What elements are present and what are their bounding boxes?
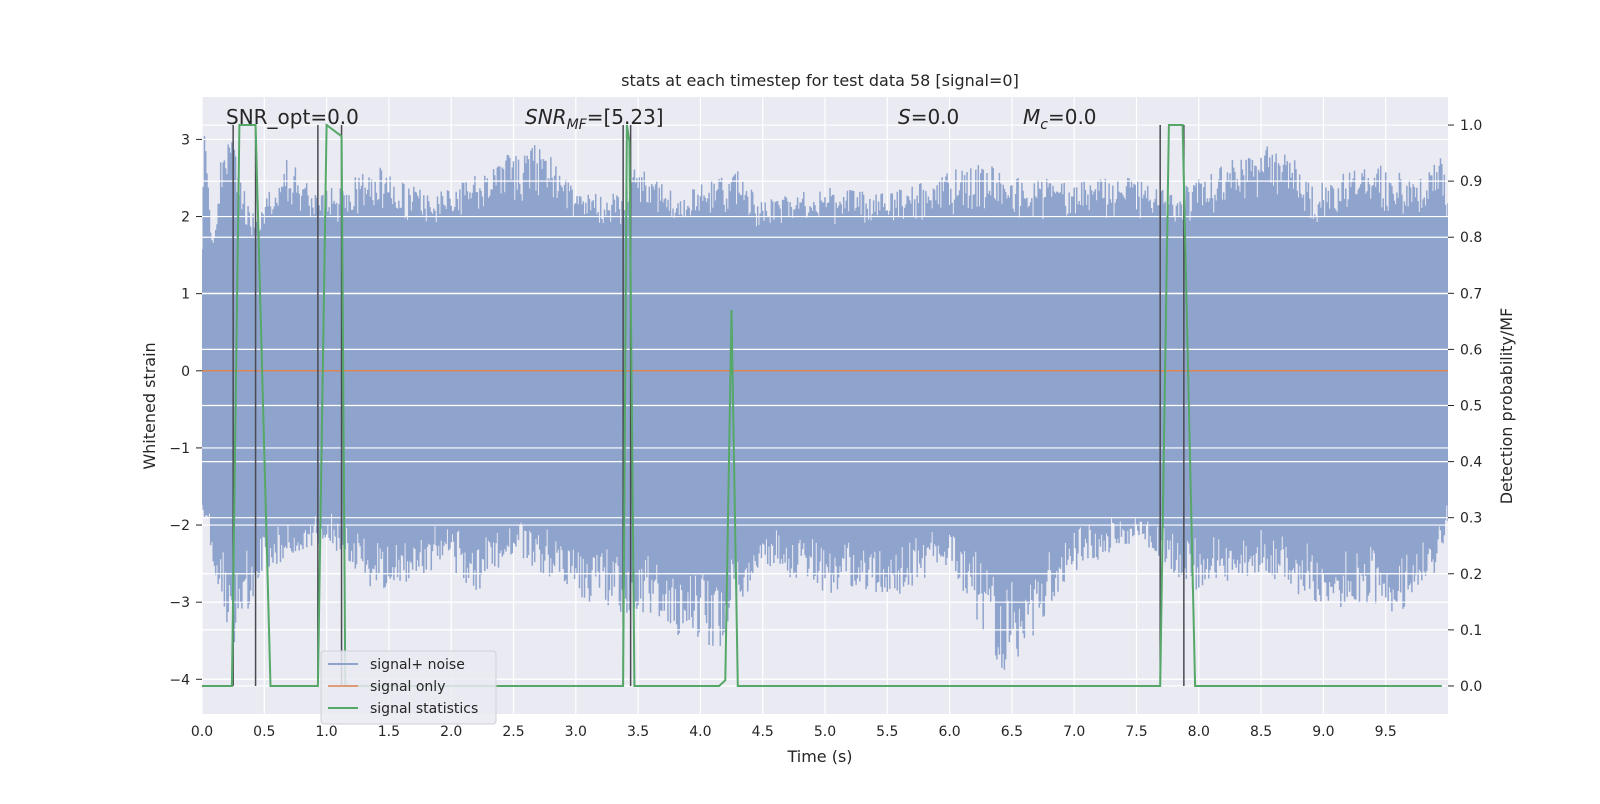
y-tick-label: 0	[181, 364, 190, 380]
y2-tick-label: 0.9	[1460, 174, 1482, 190]
x-tick-label: 5.5	[876, 724, 898, 740]
y2-axis-ticks: 0.0 0.1 0.2 0.3 0.4 0.5 0.6 0.7 0.8 0.9 1.0	[1448, 118, 1482, 695]
y2-tick-label: 0.3	[1460, 511, 1482, 527]
legend-label-signal-noise: signal+ noise	[370, 657, 465, 673]
y2-tick-label: 0.5	[1460, 399, 1482, 415]
vertical-markers	[232, 125, 1185, 686]
x-tick-label: 6.0	[938, 724, 960, 740]
snr-opt-text: SNR_opt=0.0	[226, 105, 359, 129]
y-tick-label: −4	[169, 672, 190, 688]
y-axis-label: Whitened strain	[140, 342, 159, 469]
y2-tick-label: 0.0	[1460, 679, 1482, 695]
signal-plus-noise-series	[202, 124, 1448, 687]
legend-label-signal-only: signal only	[370, 679, 445, 695]
x-tick-label: 4.0	[689, 724, 711, 740]
y-tick-label: −1	[169, 441, 190, 457]
x-tick-label: 2.0	[440, 724, 462, 740]
y2-tick-label: 0.8	[1460, 230, 1482, 246]
x-tick-label: 5.0	[814, 724, 836, 740]
y2-tick-label: 0.4	[1460, 455, 1482, 471]
x-tick-label: 1.5	[378, 724, 400, 740]
s-value: =0.0	[911, 105, 960, 129]
snr-mf-subscript: MF	[567, 117, 588, 133]
x-tick-label: 3.0	[565, 724, 587, 740]
x-tick-label: 4.5	[752, 724, 774, 740]
y2-tick-label: 1.0	[1460, 118, 1482, 134]
x-tick-label: 0.5	[253, 724, 275, 740]
y-axis-ticks: −4 −3 −2 −1 0 1 2 3	[169, 132, 202, 688]
y2-tick-label: 0.6	[1460, 342, 1482, 358]
y-tick-label: −2	[169, 518, 190, 534]
y2-axis-label: Detection probability/MF	[1497, 308, 1516, 505]
x-tick-label: 9.5	[1375, 724, 1397, 740]
x-tick-label: 0.0	[191, 724, 213, 740]
legend-label-signal-statistics: signal statistics	[370, 701, 478, 717]
x-tick-label: 2.5	[502, 724, 524, 740]
x-axis-label: Time (s)	[786, 747, 852, 766]
s-annotation: S=0.0	[898, 105, 959, 129]
mc-annotation: Mc=0.0	[1023, 105, 1097, 133]
x-tick-label: 7.5	[1125, 724, 1147, 740]
snr-opt-annotation: SNR_opt=0.0	[226, 105, 359, 129]
s-prefix: S	[898, 105, 911, 129]
mc-value: =0.0	[1048, 105, 1097, 129]
x-tick-label: 7.0	[1063, 724, 1085, 740]
snr-mf-annotation: SNRMF=[5.23]	[525, 105, 664, 133]
chart-title: stats at each timestep for test data 58 …	[621, 71, 1019, 90]
legend: signal+ noise signal only signal statist…	[320, 650, 497, 725]
y2-tick-label: 0.7	[1460, 286, 1482, 302]
snr-mf-value: =[5.23]	[587, 105, 664, 129]
signal-statistics-line	[202, 123, 1442, 687]
x-tick-label: 8.5	[1250, 724, 1272, 740]
mc-subscript: c	[1040, 117, 1048, 133]
x-tick-label: 9.0	[1312, 724, 1334, 740]
y-tick-label: −3	[169, 595, 190, 611]
x-tick-label: 1.0	[315, 724, 337, 740]
y2-tick-label: 0.2	[1460, 567, 1482, 583]
y-tick-label: 3	[181, 132, 190, 148]
x-axis-ticks: 0.0 0.5 1.0 1.5 2.0 2.5 3.0 3.5 4.0 4.5 5.0 5.5 6.0 6…	[191, 724, 1397, 740]
x-tick-label: 6.5	[1001, 724, 1023, 740]
snr-mf-prefix: SNR	[525, 105, 567, 129]
signal-statistics-series	[202, 123, 1442, 687]
legend-box	[320, 650, 497, 725]
x-tick-label: 8.0	[1188, 724, 1210, 740]
y2-tick-label: 0.1	[1460, 623, 1482, 639]
y-tick-label: 1	[181, 287, 190, 303]
mc-prefix: M	[1023, 105, 1040, 129]
y-tick-label: 2	[181, 210, 190, 226]
x-tick-label: 3.5	[627, 724, 649, 740]
